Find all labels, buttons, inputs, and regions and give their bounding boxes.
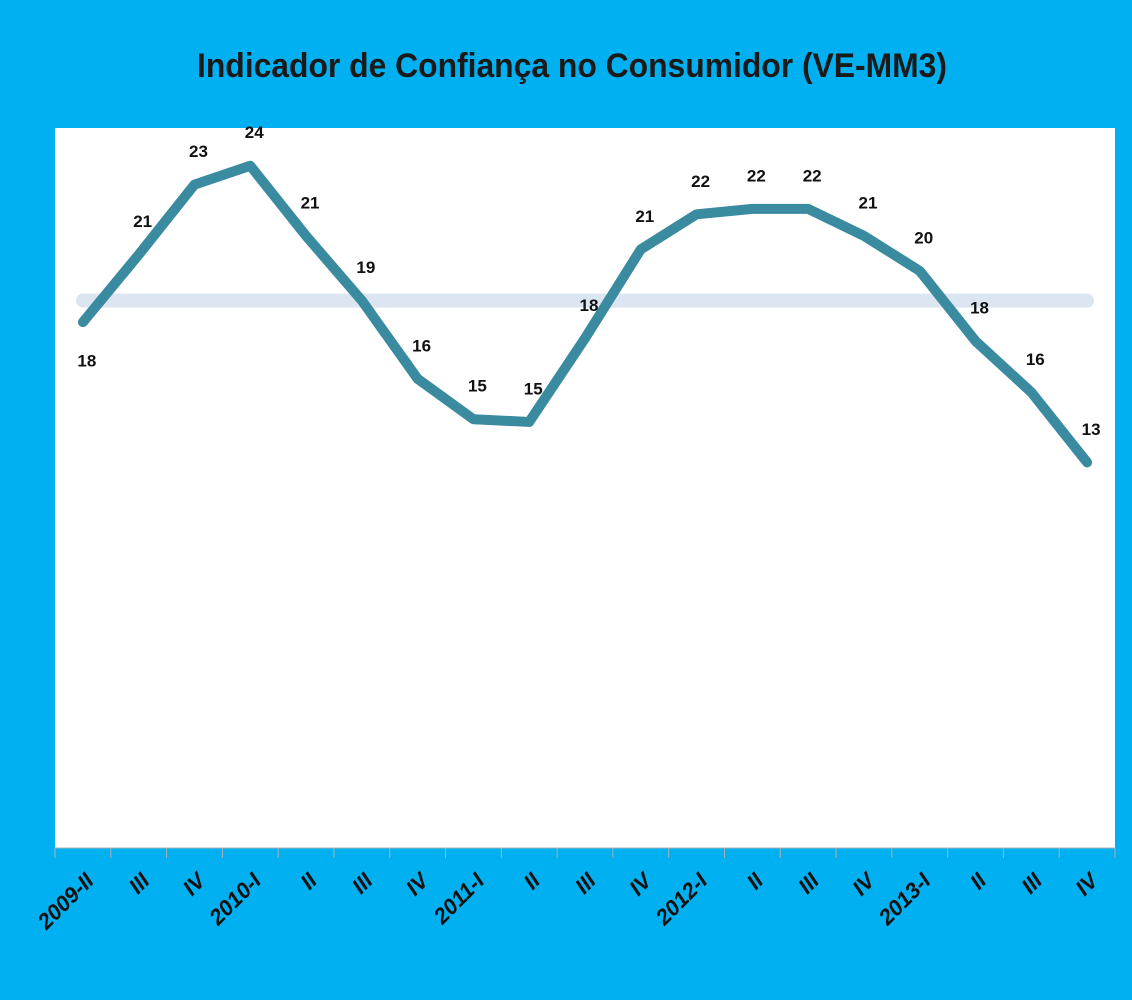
value-label: 16 [1026,350,1045,369]
value-label: 21 [301,193,320,212]
plot-area [55,128,1115,848]
value-label: 24 [245,123,264,142]
value-label: 22 [747,166,766,185]
value-label: 18 [580,296,599,315]
value-label: 13 [1082,420,1101,439]
value-label: 21 [635,207,654,226]
value-label: 22 [691,172,710,191]
value-label: 15 [468,377,487,396]
chart-title: Indicador de Confiança no Consumidor (VE… [197,47,947,85]
value-label: 21 [133,212,152,231]
value-label: 19 [356,258,375,277]
value-label: 22 [803,166,822,185]
value-label: 18 [970,299,989,318]
value-label: 15 [524,379,543,398]
value-label: 20 [914,228,933,247]
value-label: 16 [412,336,431,355]
value-label: 23 [189,142,208,161]
line [77,160,1093,468]
value-label: 18 [77,352,96,371]
value-label: 21 [858,193,877,212]
